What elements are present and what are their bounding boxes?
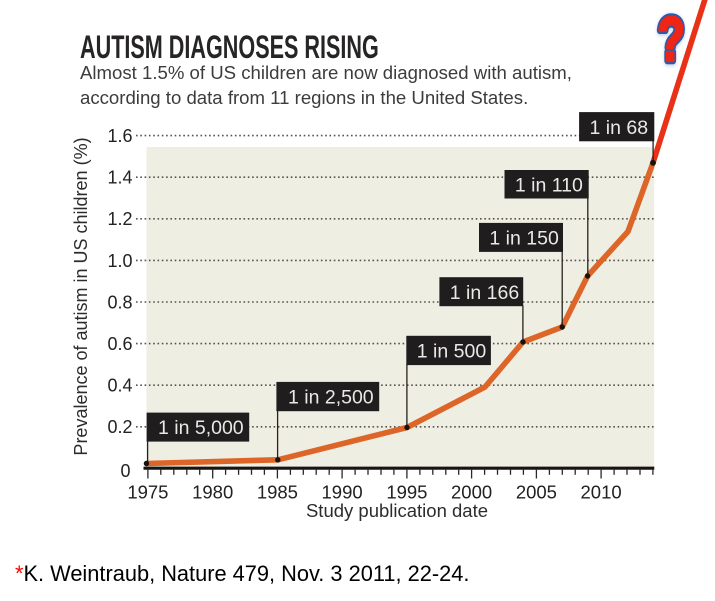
svg-text:?: ?	[658, 5, 685, 74]
svg-text:1.0: 1.0	[107, 251, 132, 271]
svg-text:1 in 2,500: 1 in 2,500	[288, 387, 374, 409]
svg-text:0.8: 0.8	[107, 292, 132, 312]
svg-text:1985: 1985	[257, 482, 298, 503]
svg-text:1 in 166: 1 in 166	[450, 282, 519, 304]
svg-text:1 in 5,000: 1 in 5,000	[158, 417, 244, 439]
svg-text:0.2: 0.2	[107, 417, 132, 437]
svg-text:1.4: 1.4	[107, 168, 132, 188]
svg-text:Prevalence of autism in US chi: Prevalence of autism in US children (%)	[71, 137, 91, 455]
svg-text:2000: 2000	[451, 482, 492, 503]
svg-text:Study publication date: Study publication date	[306, 500, 488, 521]
svg-text:0.6: 0.6	[107, 334, 132, 354]
svg-text:1995: 1995	[386, 482, 427, 503]
svg-text:2010: 2010	[581, 482, 622, 503]
svg-text:1 in 110: 1 in 110	[515, 175, 583, 197]
svg-text:1.6: 1.6	[107, 126, 132, 146]
svg-text:0.4: 0.4	[107, 376, 132, 396]
svg-text:2005: 2005	[516, 482, 557, 503]
svg-text:0: 0	[120, 461, 130, 481]
svg-text:1980: 1980	[192, 482, 233, 503]
svg-text:1990: 1990	[322, 482, 363, 503]
svg-text:?: ?	[658, 5, 685, 74]
svg-text:1.2: 1.2	[107, 209, 132, 229]
svg-text:1 in 68: 1 in 68	[590, 117, 649, 139]
svg-text:1975: 1975	[127, 482, 168, 503]
svg-text:1 in 150: 1 in 150	[489, 228, 559, 250]
svg-text:1 in 500: 1 in 500	[417, 341, 487, 363]
